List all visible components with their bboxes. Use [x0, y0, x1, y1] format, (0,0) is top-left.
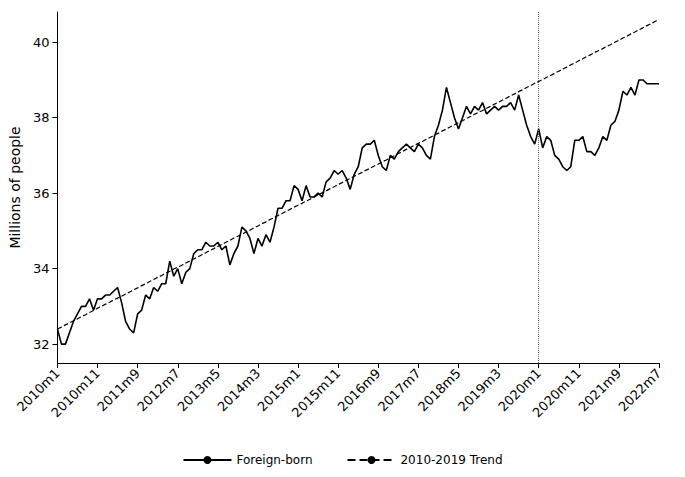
svg-text:2021m9: 2021m9 — [575, 366, 624, 415]
svg-text:2010m1: 2010m1 — [14, 365, 63, 415]
svg-text:2011m9: 2011m9 — [94, 366, 143, 415]
svg-text:Millions of people: Millions of people — [7, 126, 23, 248]
svg-text:32: 32 — [33, 337, 50, 352]
svg-text:2022m7: 2022m7 — [616, 366, 665, 415]
svg-text:2019m3: 2019m3 — [455, 366, 504, 415]
svg-text:2020m11: 2020m11 — [529, 366, 584, 421]
svg-text:2012m7: 2012m7 — [134, 366, 183, 415]
svg-text:38: 38 — [33, 110, 50, 125]
svg-text:2013m5: 2013m5 — [174, 366, 223, 415]
svg-text:2014m3: 2014m3 — [214, 366, 263, 415]
svg-text:2015m1: 2015m1 — [254, 365, 304, 415]
svg-text:2018m5: 2018m5 — [415, 366, 464, 415]
svg-text:2010-2019 Trend: 2010-2019 Trend — [400, 453, 502, 467]
svg-text:2017m7: 2017m7 — [375, 366, 424, 415]
svg-text:2016m9: 2016m9 — [335, 366, 384, 415]
svg-text:2010m11: 2010m11 — [48, 366, 103, 421]
svg-text:Foreign-born: Foreign-born — [236, 453, 312, 467]
svg-text:2020m1: 2020m1 — [495, 365, 544, 415]
svg-text:36: 36 — [33, 186, 50, 201]
svg-text:2015m11: 2015m11 — [289, 366, 344, 421]
svg-text:40: 40 — [33, 35, 50, 50]
svg-text:34: 34 — [33, 261, 50, 276]
